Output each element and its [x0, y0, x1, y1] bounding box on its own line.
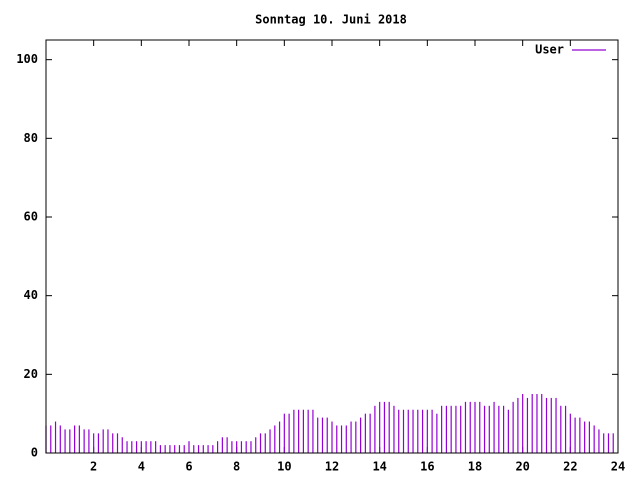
x-tick-label: 24 [611, 460, 625, 474]
y-tick-label: 40 [24, 288, 38, 302]
x-tick-label: 8 [233, 460, 240, 474]
y-tick-label: 100 [16, 52, 38, 66]
x-tick-label: 2 [90, 460, 97, 474]
x-tick-label: 20 [515, 460, 529, 474]
x-tick-label: 10 [277, 460, 291, 474]
chart-title: Sonntag 10. Juni 2018 [255, 13, 407, 27]
y-tick-label: 20 [24, 367, 38, 381]
x-tick-label: 12 [325, 460, 339, 474]
x-tick-label: 14 [372, 460, 386, 474]
plot-border [45, 39, 619, 454]
x-tick-label: 18 [468, 460, 482, 474]
y-tick-label: 0 [31, 446, 38, 460]
legend-label: User [535, 43, 564, 57]
x-tick-label: 16 [420, 460, 434, 474]
y-tick-label: 80 [24, 131, 38, 145]
x-tick-label: 6 [185, 460, 192, 474]
y-tick-label: 60 [24, 210, 38, 224]
x-tick-label: 4 [138, 460, 145, 474]
x-tick-label: 22 [563, 460, 577, 474]
